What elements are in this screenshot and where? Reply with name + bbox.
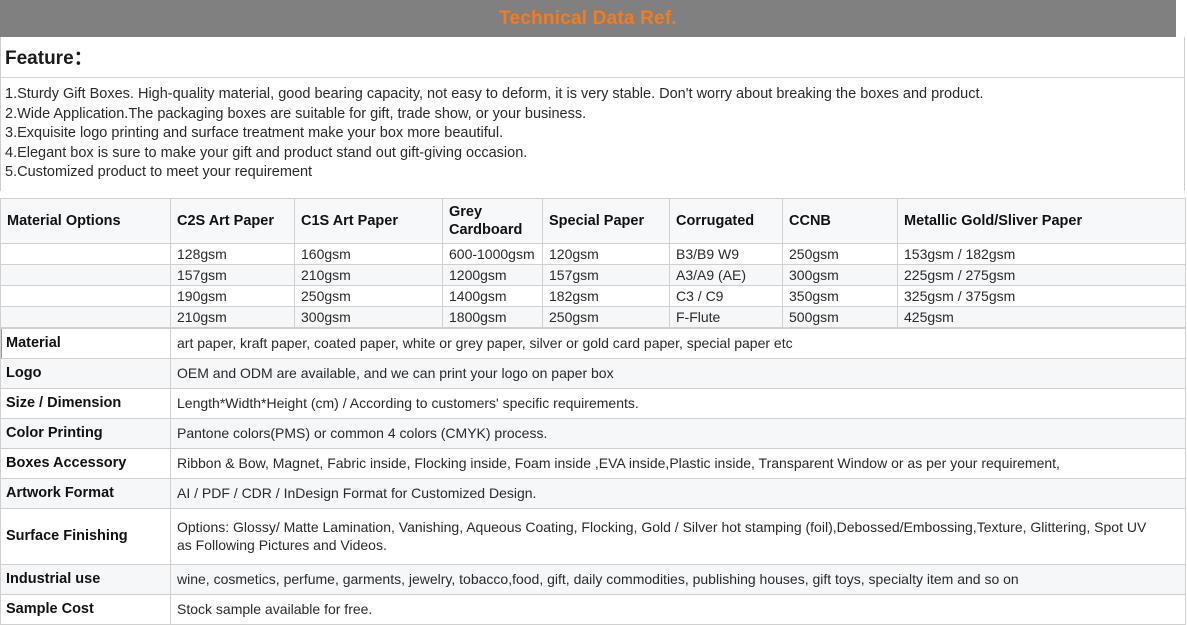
column-header-material-options: Material Options	[0, 197, 171, 244]
page-title: Technical Data Ref.	[499, 7, 677, 29]
feature-heading: Feature：	[5, 48, 93, 69]
cell-grey-cardboard: 600-1000gsm	[442, 242, 543, 265]
table-row: 190gsm 250gsm 1400gsm 182gsm C3 / C9 350…	[0, 284, 1186, 307]
title-bar: Technical Data Ref.	[0, 0, 1176, 37]
attribute-value-size-dimension: Length*Width*Height (cm) / According to …	[170, 387, 1186, 419]
attribute-value-surface-finishing: Options: Glossy/ Matte Lamination, Vanis…	[170, 507, 1186, 565]
feature-line: 1.Sturdy Gift Boxes. High-quality materi…	[5, 86, 984, 102]
feature-line: 5.Customized product to meet your requir…	[5, 164, 313, 180]
attribute-row-logo: Logo OEM and ODM are available, and we c…	[0, 357, 1186, 389]
cell-special-paper: 120gsm	[542, 242, 670, 265]
feature-list: 1.Sturdy Gift Boxes. High-quality materi…	[0, 78, 1185, 191]
attribute-label-sample-cost: Sample Cost	[0, 593, 171, 625]
column-header-ccnb: CCNB	[782, 197, 898, 244]
cell-grey-cardboard: 1200gsm	[442, 263, 543, 286]
attribute-row-color-printing: Color Printing Pantone colors(PMS) or co…	[0, 417, 1186, 449]
cell-c2s: 128gsm	[170, 242, 295, 265]
attribute-row-boxes-accessory: Boxes Accessory Ribbon & Bow, Magnet, Fa…	[0, 447, 1186, 479]
cell-ccnb: 350gsm	[782, 284, 898, 307]
cell-metallic: 425gsm	[897, 305, 1186, 328]
attribute-label-artwork-format: Artwork Format	[0, 477, 171, 509]
attribute-row-artwork-format: Artwork Format AI / PDF / CDR / InDesign…	[0, 477, 1186, 509]
cell-corrugated: F-Flute	[669, 305, 783, 328]
attribute-label-color-printing: Color Printing	[0, 417, 171, 449]
feature-heading-row: Feature：	[0, 37, 1185, 78]
cell-metallic: 153gsm / 182gsm	[897, 242, 1186, 265]
attribute-label-material: Material	[0, 327, 171, 359]
attributes-table: Material art paper, kraft paper, coated …	[0, 327, 1186, 625]
cell-metallic: 325gsm / 375gsm	[897, 284, 1186, 307]
material-table-header-row: Material Options C2S Art Paper C1S Art P…	[0, 197, 1186, 244]
column-header-grey-cardboard: Grey Cardboard	[442, 197, 543, 244]
attribute-value-artwork-format: AI / PDF / CDR / InDesign Format for Cus…	[170, 477, 1186, 509]
cell-ccnb: 250gsm	[782, 242, 898, 265]
cell-c2s: 190gsm	[170, 284, 295, 307]
attribute-label-industrial-use: Industrial use	[0, 563, 171, 595]
table-row: 210gsm 300gsm 1800gsm 250gsm F-Flute 500…	[0, 305, 1186, 328]
cell-special-paper: 157gsm	[542, 263, 670, 286]
feature-line: 2.Wide Application.The packaging boxes a…	[5, 105, 587, 122]
cell-ccnb: 300gsm	[782, 263, 898, 286]
cell-grey-cardboard: 1400gsm	[442, 284, 543, 307]
attribute-row-industrial-use: Industrial use wine, cosmetics, perfume,…	[0, 563, 1186, 595]
attribute-label-surface-finishing: Surface Finishing	[0, 507, 171, 565]
cell-c2s: 157gsm	[170, 263, 295, 286]
cell-material-options	[0, 263, 171, 286]
attribute-value-boxes-accessory: Ribbon & Bow, Magnet, Fabric inside, Flo…	[170, 447, 1186, 479]
cell-special-paper: 182gsm	[542, 284, 670, 307]
cell-c2s: 210gsm	[170, 305, 295, 328]
cell-material-options	[0, 284, 171, 307]
cell-special-paper: 250gsm	[542, 305, 670, 328]
attribute-row-surface-finishing: Surface Finishing Options: Glossy/ Matte…	[0, 507, 1186, 565]
attribute-value-logo: OEM and ODM are available, and we can pr…	[170, 357, 1186, 389]
attribute-label-boxes-accessory: Boxes Accessory	[0, 447, 171, 479]
cell-corrugated: B3/B9 W9	[669, 242, 783, 265]
cell-material-options	[0, 305, 171, 328]
feature-line: 3.Exquisite logo printing and surface tr…	[5, 125, 504, 141]
attribute-label-logo: Logo	[0, 357, 171, 389]
column-header-c1s-art-paper: C1S Art Paper	[294, 197, 443, 244]
cell-grey-cardboard: 1800gsm	[442, 305, 543, 328]
attribute-row-size-dimension: Size / Dimension Length*Width*Height (cm…	[0, 387, 1186, 419]
table-row: 157gsm 210gsm 1200gsm 157gsm A3/A9 (AE) …	[0, 263, 1186, 286]
cell-metallic: 225gsm / 275gsm	[897, 263, 1186, 286]
cell-ccnb: 500gsm	[782, 305, 898, 328]
cell-c1s: 160gsm	[294, 242, 443, 265]
cell-c1s: 300gsm	[294, 305, 443, 328]
material-options-table: Material Options C2S Art Paper C1S Art P…	[0, 197, 1186, 328]
attribute-label-size-dimension: Size / Dimension	[0, 387, 171, 419]
attribute-value-material: art paper, kraft paper, coated paper, wh…	[170, 327, 1186, 359]
column-header-metallic-gold-sliver-paper: Metallic Gold/Sliver Paper	[897, 197, 1186, 244]
attribute-row-material: Material art paper, kraft paper, coated …	[0, 327, 1186, 359]
cell-material-options	[0, 242, 171, 265]
column-header-special-paper: Special Paper	[542, 197, 670, 244]
cell-c1s: 250gsm	[294, 284, 443, 307]
column-header-corrugated: Corrugated	[669, 197, 783, 244]
cell-corrugated: A3/A9 (AE)	[669, 263, 783, 286]
attribute-value-color-printing: Pantone colors(PMS) or common 4 colors (…	[170, 417, 1186, 449]
attribute-value-industrial-use: wine, cosmetics, perfume, garments, jewe…	[170, 563, 1186, 595]
cell-c1s: 210gsm	[294, 263, 443, 286]
feature-line: 4.Elegant box is sure to make your gift …	[5, 144, 528, 161]
cell-corrugated: C3 / C9	[669, 284, 783, 307]
table-row: 128gsm 160gsm 600-1000gsm 120gsm B3/B9 W…	[0, 242, 1186, 265]
column-header-c2s-art-paper: C2S Art Paper	[170, 197, 295, 244]
